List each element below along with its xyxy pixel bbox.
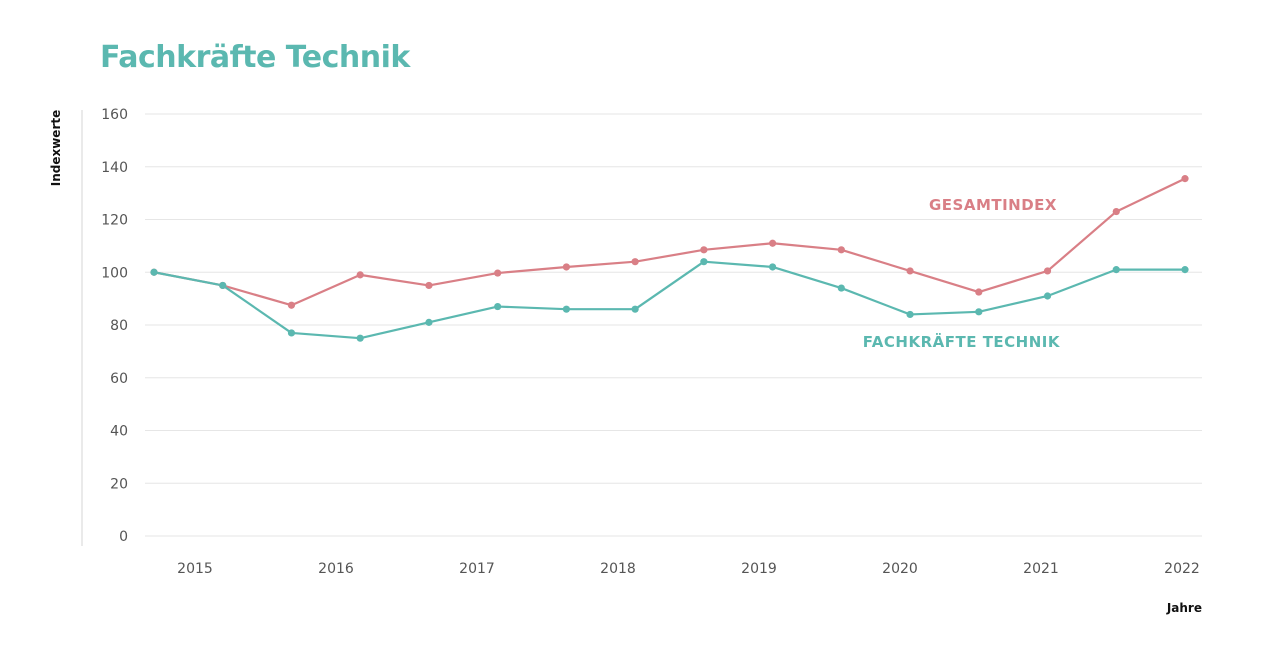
data-point [906,267,914,275]
data-point [494,302,502,311]
x-axis-label: Jahre [1166,601,1202,615]
data-point [769,239,777,247]
y-tick-label: 140 [101,160,128,176]
chart-title: Fachkräfte Technik [100,40,410,75]
data-point [631,258,639,266]
x-tick-label: 2017 [459,561,495,577]
data-point [1181,175,1189,183]
x-tick-label: 2022 [1164,561,1200,577]
data-point [562,305,571,313]
data-point [700,258,708,266]
y-tick-label: 80 [110,318,128,334]
series-label-gesamtindex: GESAMTINDEX [929,196,1057,214]
data-point [700,246,708,254]
data-point [975,288,983,296]
series-label-fachkraefte-technik: FACHKRÄFTE TECHNIK [863,332,1061,351]
data-point [1181,266,1189,274]
data-point [425,281,433,290]
data-point [219,281,227,290]
y-tick-label: 40 [110,424,128,440]
data-point [150,268,158,276]
x-tick-label: 2020 [882,561,918,577]
y-tick-label: 120 [101,213,128,229]
x-tick-label: 2018 [600,561,636,577]
data-point [837,284,845,292]
y-tick-label: 60 [110,371,128,387]
x-tick-label: 2015 [177,561,213,577]
data-point [494,269,502,277]
x-tick-label: 2019 [741,561,777,577]
data-point [1043,292,1052,300]
data-point [287,301,296,309]
data-point [356,334,364,342]
data-point [769,263,777,271]
y-tick-label: 160 [101,107,128,123]
data-point [1043,267,1052,275]
y-tick-label: 100 [101,265,128,281]
data-point [906,310,914,319]
data-point [837,246,845,254]
data-point [425,318,433,326]
data-point [356,271,364,279]
x-tick-label: 2016 [318,561,354,577]
data-point [1112,207,1120,216]
y-tick-label: 0 [119,529,128,545]
data-point [631,305,639,313]
data-point [562,263,571,271]
x-tick-label: 2021 [1023,561,1059,577]
y-tick-label: 20 [110,476,128,492]
data-point [287,329,296,337]
series-line-gesamtindex [153,177,1186,307]
data-point [975,308,983,316]
data-point [1112,266,1120,274]
series-line-fachkraefte-technik [153,260,1185,340]
